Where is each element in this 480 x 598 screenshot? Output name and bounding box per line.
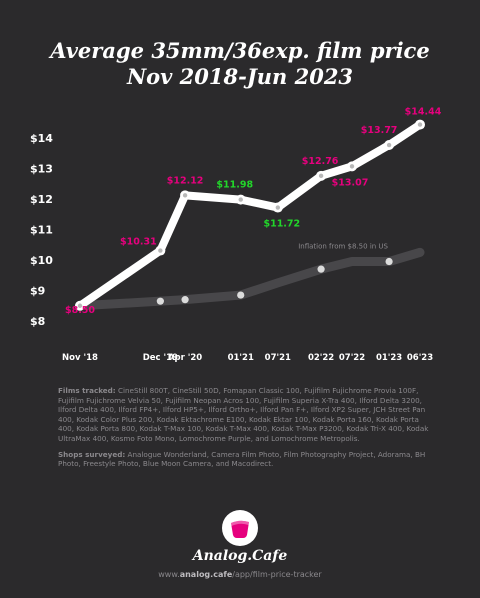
- price-data-label: $13.77: [361, 125, 398, 136]
- price-point-center: [77, 303, 83, 308]
- inflation-point: [385, 257, 393, 266]
- shops-list: Analogue Wonderland, Camera Film Photo, …: [58, 449, 426, 469]
- price-data-label: $12.12: [167, 175, 204, 186]
- price-point-center: [182, 193, 188, 198]
- price-point-center: [158, 248, 163, 253]
- x-tick-label: 07'21: [265, 353, 291, 363]
- inflation-line: [75, 247, 425, 311]
- x-tick-label: 01'21: [228, 353, 254, 363]
- price-data-label: $11.72: [263, 219, 300, 230]
- x-tick-label: Nov '18: [62, 353, 98, 363]
- price-series: [75, 119, 425, 311]
- shops-note: Shops surveyed: Analogue Wonderland, Cam…: [58, 450, 430, 469]
- price-line: [76, 120, 424, 310]
- x-tick-label: 07'22: [339, 353, 365, 363]
- chart-subtitle: Nov 2018-Jun 2023: [126, 64, 354, 89]
- y-tick-label: $14: [30, 132, 53, 145]
- inflation-legend-label: Inflation from $8.50 in US: [298, 242, 388, 250]
- y-tick-label: $13: [30, 163, 53, 176]
- brand-block: Analog.Cafe www.analog.cafe/app/film-pri…: [0, 510, 480, 579]
- y-tick-label: $11: [30, 224, 53, 237]
- x-tick-label: 01'23: [376, 353, 402, 363]
- x-tick-label: 06'23: [407, 353, 433, 363]
- chart-notes: Films tracked: CineStill 800T, CineStill…: [58, 386, 430, 475]
- brand-url-domain: analog.cafe: [179, 570, 233, 579]
- x-tick-label: 02'22: [308, 353, 334, 363]
- price-point-center: [318, 173, 324, 179]
- price-data-label: $11.98: [216, 180, 253, 191]
- price-labels: $8.50 $10.31 $12.12 $11.98 $11.72 $12.76 $13.0…: [65, 107, 442, 316]
- chart-title-line1: Average 35mm/36exp. film price: [50, 38, 430, 63]
- brand-url-path: /app/film-price-tracker: [232, 570, 322, 579]
- price-data-label: $12.76: [302, 156, 339, 167]
- x-tick-label: Apr '20: [168, 353, 202, 363]
- y-tick-label: $10: [30, 254, 53, 267]
- chart-title: Average 35mm/36exp. film price Nov 2018-…: [0, 38, 480, 90]
- inflation-point: [156, 297, 164, 305]
- inflation-series: Inflation from $8.50 in US: [75, 242, 425, 311]
- y-tick-label: $12: [30, 193, 53, 206]
- price-point-center: [349, 164, 355, 169]
- brand-name: Analog.Cafe: [192, 548, 288, 564]
- inflation-point: [317, 265, 325, 273]
- films-heading: Films tracked:: [58, 386, 116, 395]
- brand-url[interactable]: www.analog.cafe/app/film-price-tracker: [0, 570, 480, 579]
- price-point-center: [417, 122, 423, 127]
- films-note: Films tracked: CineStill 800T, CineStill…: [58, 386, 430, 444]
- price-point-center: [238, 197, 243, 202]
- films-list: CineStill 800T, CineStill 50D, Fomapan C…: [58, 386, 429, 443]
- x-tick-label: Dec '19: [143, 353, 178, 363]
- y-tick-label: $9: [30, 285, 45, 298]
- price-data-label: $13.07: [332, 177, 369, 188]
- analog-cafe-logo-icon: [222, 510, 258, 546]
- price-point-center: [386, 142, 392, 148]
- brand-url-prefix: www.: [158, 570, 180, 579]
- price-data-label: $10.31: [120, 237, 157, 248]
- shops-heading: Shops surveyed:: [58, 449, 126, 459]
- y-tick-label: $8: [30, 315, 45, 328]
- price-point-center: [275, 205, 281, 210]
- inflation-point: [237, 291, 245, 299]
- price-data-label: $14.44: [405, 107, 442, 118]
- inflation-point: [181, 296, 189, 304]
- price-data-label: $8.50: [65, 305, 95, 316]
- y-axis: $8 $9 $10 $11 $12 $13 $14: [30, 132, 53, 328]
